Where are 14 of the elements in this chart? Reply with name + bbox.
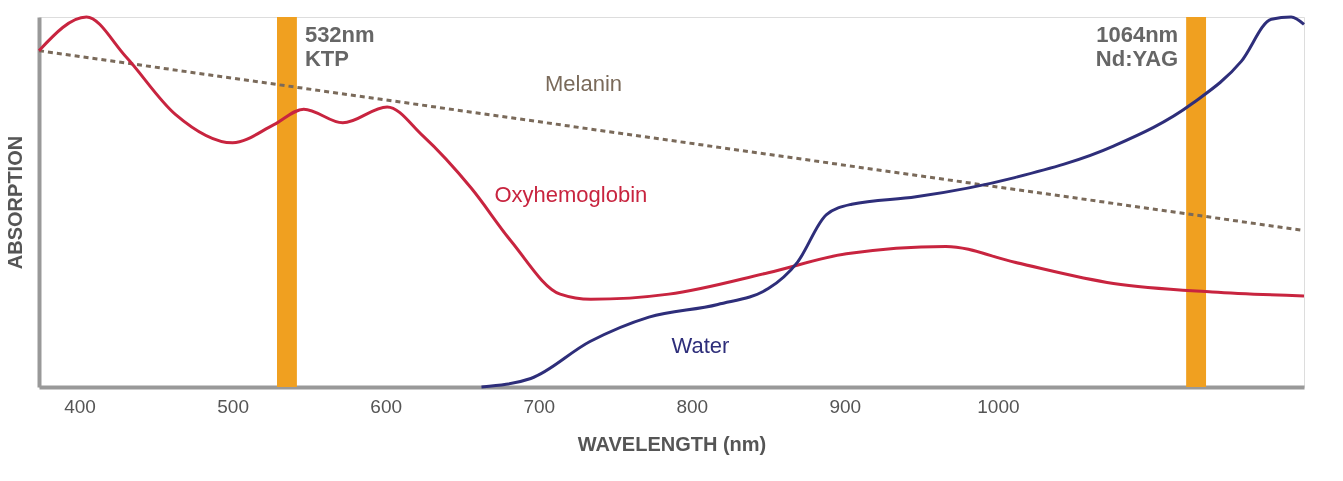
x-tick-label: 500 xyxy=(217,395,249,417)
series-label: Water xyxy=(671,333,730,359)
x-tick-label: 1000 xyxy=(977,395,1020,417)
x-tick-label: 600 xyxy=(370,395,403,417)
x-tick-label: 900 xyxy=(829,395,862,417)
x-tick-label: 700 xyxy=(523,395,556,417)
x-tick-label: 400 xyxy=(64,395,96,417)
y-axis-title: ABSORPTION xyxy=(3,135,26,270)
x-tick-label: 800 xyxy=(676,395,709,417)
x-axis-title: WAVELENGTH (nm) xyxy=(577,432,767,455)
series-label: Oxyhemoglobin xyxy=(494,181,648,207)
band-label: 532nm KTP xyxy=(304,22,375,71)
band-label: 1064nm Nd:YAG xyxy=(1095,22,1179,71)
series-label: Melanin xyxy=(545,70,623,96)
